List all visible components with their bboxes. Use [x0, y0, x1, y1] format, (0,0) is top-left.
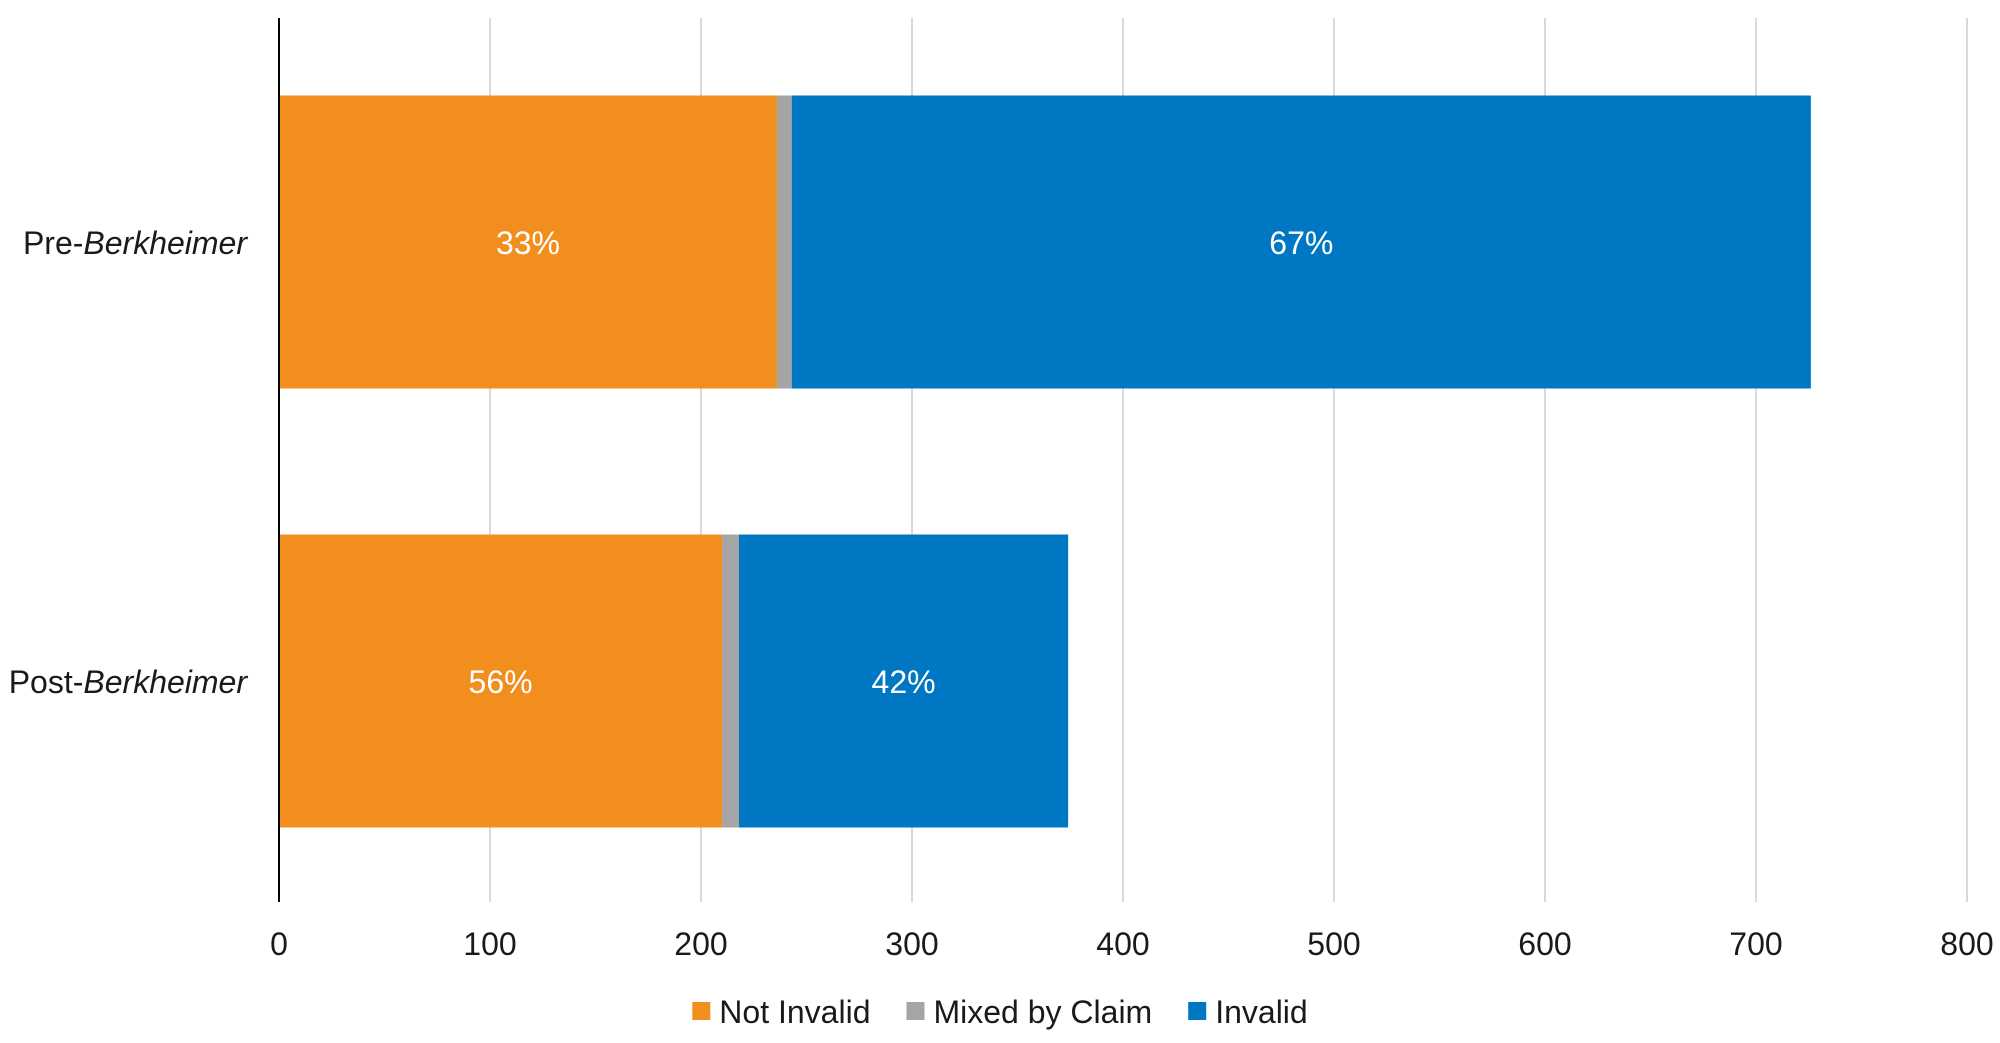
category-label-emphasis: Berkheimer [83, 664, 248, 700]
category-label: Post-Berkheimer [9, 664, 249, 700]
bars: 33% 67% 56% 42% [279, 96, 1811, 828]
category-label-prefix: Pre- [23, 225, 83, 261]
legend: Not Invalid Mixed by Claim Invalid [692, 994, 1307, 1030]
legend-label: Not Invalid [719, 994, 870, 1030]
x-tick-label: 300 [885, 926, 938, 962]
bar-segment-mixed-by-claim [722, 535, 739, 828]
legend-swatch [692, 1002, 710, 1020]
legend-swatch [906, 1002, 924, 1020]
legend-label: Invalid [1215, 994, 1308, 1030]
x-tick-label: 0 [270, 926, 288, 962]
data-label: 56% [469, 664, 533, 700]
x-tick-label: 200 [674, 926, 727, 962]
category-label: Pre-Berkheimer [23, 225, 248, 261]
bar-segment-mixed-by-claim [777, 96, 792, 389]
category-label-emphasis: Berkheimer [83, 225, 248, 261]
data-label: 67% [1269, 225, 1333, 261]
x-tick-label: 800 [1940, 926, 1993, 962]
x-tick-label: 400 [1096, 926, 1149, 962]
data-label: 42% [872, 664, 936, 700]
x-tick-label: 700 [1729, 926, 1782, 962]
x-tick-label: 600 [1518, 926, 1571, 962]
x-tick-label: 500 [1307, 926, 1360, 962]
data-label: 33% [496, 225, 560, 261]
x-tick-label: 100 [463, 926, 516, 962]
legend-label: Mixed by Claim [933, 994, 1152, 1030]
category-label-prefix: Post- [9, 664, 84, 700]
legend-swatch [1188, 1002, 1206, 1020]
